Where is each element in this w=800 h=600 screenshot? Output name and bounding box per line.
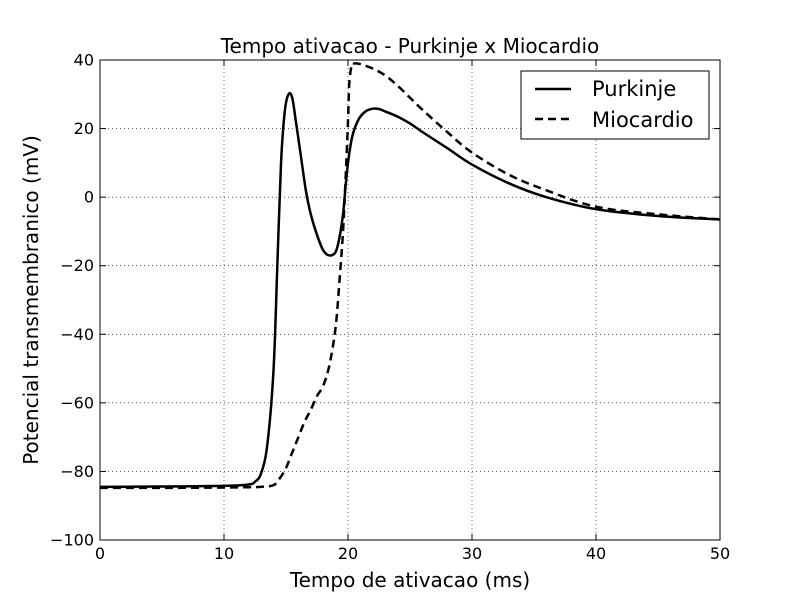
y-tick-label: 0 [84,188,94,207]
chart-title: Tempo ativacao - Purkinje x Miocardio [220,34,600,58]
x-axis-label: Tempo de ativacao (ms) [289,568,530,592]
x-tick-label: 10 [214,544,234,563]
series-lines [99,61,721,490]
y-tick-label: −60 [60,393,94,412]
legend-label-miocardio: Miocardio [592,108,694,132]
y-tick-label: −100 [50,531,94,550]
y-tick-label: 40 [74,51,94,70]
series-line-purkinje [99,91,721,489]
x-tick-label: 50 [710,544,730,563]
x-tick-label: 40 [586,544,606,563]
y-axis-label: Potencial transmembranico (mV) [19,135,43,465]
y-tick-label: −80 [60,462,94,481]
plot-frame [99,59,721,541]
legend: Purkinje Miocardio [520,70,710,140]
y-tick-label: −20 [60,256,94,275]
x-tick-label: 0 [95,544,105,563]
x-tick-label: 20 [338,544,358,563]
legend-box [520,70,710,140]
plot-area [100,60,720,540]
x-tick-label: 30 [462,544,482,563]
axis-ticks: 0 10 20 30 40 50 −100 −80 −60 −40 −20 0 20 40 [50,51,730,564]
y-tick-label: −40 [60,325,94,344]
y-tick-label: 20 [74,119,94,138]
legend-label-purkinje: Purkinje [592,77,676,101]
series-line-miocardio [99,61,721,490]
